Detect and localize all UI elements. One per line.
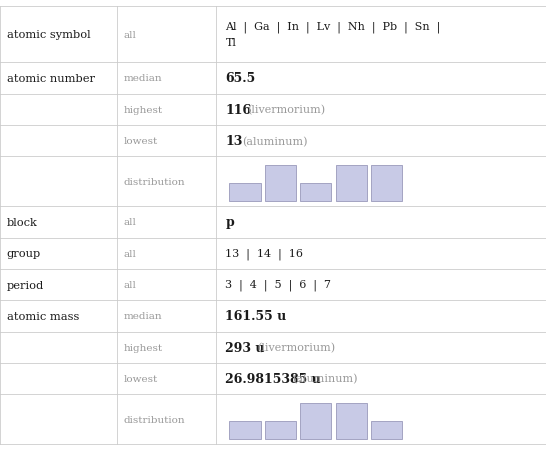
Text: median: median (124, 74, 163, 83)
Text: highest: highest (124, 343, 163, 352)
Text: distribution: distribution (124, 177, 186, 186)
Text: p: p (225, 216, 234, 229)
Text: 116: 116 (225, 104, 252, 116)
Text: all: all (124, 249, 137, 258)
Text: 293 u: 293 u (225, 341, 265, 354)
Text: 13: 13 (225, 135, 243, 148)
Text: (aluminum): (aluminum) (242, 136, 307, 147)
Text: 13  |  14  |  16: 13 | 14 | 16 (225, 248, 304, 259)
Text: atomic symbol: atomic symbol (7, 30, 90, 40)
Bar (300, 184, 331, 202)
Text: atomic mass: atomic mass (7, 311, 79, 321)
Text: 161.55 u: 161.55 u (225, 310, 287, 323)
Text: atomic number: atomic number (7, 74, 94, 84)
Text: block: block (7, 217, 37, 227)
Text: 65.5: 65.5 (225, 72, 256, 85)
Text: distribution: distribution (124, 415, 186, 424)
Text: all: all (124, 218, 137, 227)
Bar (371, 421, 402, 439)
Text: (aluminum): (aluminum) (292, 373, 358, 384)
Text: period: period (7, 280, 44, 290)
Bar (229, 421, 260, 439)
Bar (265, 421, 296, 439)
Text: highest: highest (124, 106, 163, 115)
Text: Al  |  Ga  |  In  |  Lv  |  Nh  |  Pb  |  Sn  |
Tl: Al | Ga | In | Lv | Nh | Pb | Sn | Tl (225, 22, 441, 48)
Text: group: group (7, 249, 41, 259)
Text: all: all (124, 281, 137, 290)
Bar (336, 403, 367, 439)
Text: 3  |  4  |  5  |  6  |  7: 3 | 4 | 5 | 6 | 7 (225, 279, 331, 291)
Text: 26.9815385 u: 26.9815385 u (225, 372, 321, 385)
Bar (300, 403, 331, 439)
Text: lowest: lowest (124, 137, 158, 146)
Bar (265, 166, 296, 202)
Bar (371, 166, 402, 202)
Bar (336, 166, 367, 202)
Text: lowest: lowest (124, 374, 158, 383)
Bar (229, 184, 260, 202)
Text: (livermorium): (livermorium) (247, 105, 325, 115)
Text: all: all (124, 31, 137, 40)
Text: (livermorium): (livermorium) (257, 342, 335, 353)
Text: median: median (124, 312, 163, 321)
